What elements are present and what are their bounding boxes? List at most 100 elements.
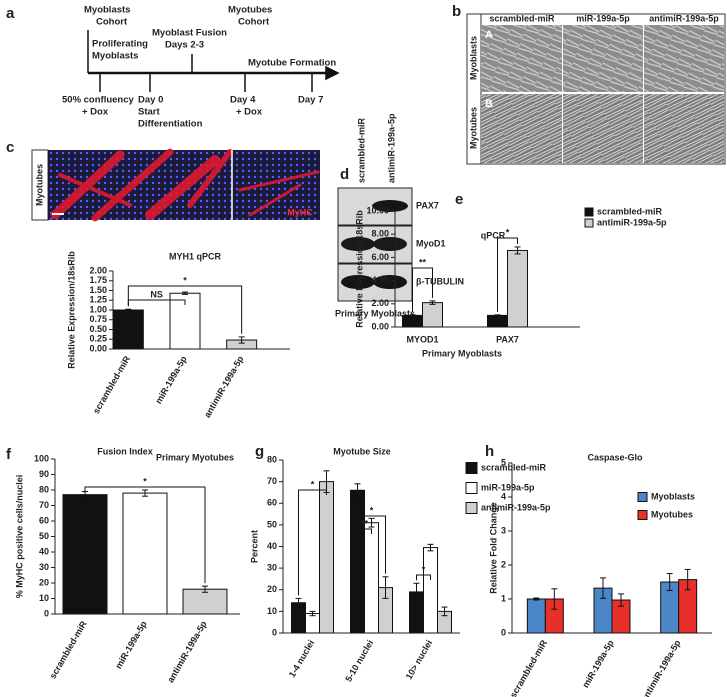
micrograph	[644, 25, 724, 92]
band	[372, 200, 408, 212]
significance-bracket	[127, 285, 243, 334]
timeline-label: + Dox	[82, 107, 109, 118]
significance-label: *	[370, 505, 374, 515]
legend-label: Myotubes	[651, 509, 693, 519]
chart-title: qPCR	[481, 230, 506, 240]
western-blot	[337, 187, 413, 302]
y-tick-label: 40	[39, 546, 49, 556]
timeline-label: Day 4	[230, 95, 256, 106]
y-tick-label: 4.00	[371, 275, 389, 285]
band	[373, 237, 407, 251]
y-tick-label: 40	[267, 541, 277, 551]
y-tick-label: 2.00	[371, 298, 389, 308]
panel-label: b	[452, 3, 461, 20]
y-tick-label: 1	[501, 593, 506, 603]
column-header: miR-199a-5p	[576, 13, 630, 23]
y-tick-label: 1.00	[89, 304, 107, 314]
chart-title: MYH1 qPCR	[169, 251, 222, 261]
row-header-label: Myotubes	[468, 107, 478, 149]
x-tick-label: miR-199a-5p	[580, 638, 616, 690]
y-tick-label: 10	[39, 593, 49, 603]
y-tick-label: 20	[39, 577, 49, 587]
y-tick-label: 0.00	[371, 321, 389, 331]
x-tick-label: antimiR-199a-5p	[202, 354, 246, 420]
panel-label: a	[6, 5, 15, 22]
bar	[350, 489, 365, 634]
bar	[507, 249, 528, 328]
bar	[112, 309, 144, 350]
column-header: scrambled-miR	[489, 13, 555, 23]
x-tick-label: scrambled-miR	[508, 638, 549, 697]
y-axis-label: Relative Expression/18sRib	[354, 210, 364, 328]
y-tick-label: 5	[501, 457, 506, 467]
x-tick-label: 10> nuclei	[404, 638, 435, 681]
y-tick-label: 0	[272, 627, 277, 637]
y-tick-label: 50	[39, 531, 49, 541]
significance-label: **	[361, 518, 369, 528]
bar	[62, 494, 108, 615]
significance-label: NS	[150, 289, 163, 299]
myotubes	[50, 148, 320, 222]
y-tick-label: 0.75	[89, 314, 107, 324]
legend-label: scrambled-miR	[597, 206, 663, 216]
band	[341, 275, 375, 289]
bar	[182, 588, 228, 615]
significance-label: *	[506, 227, 510, 237]
bar	[319, 481, 334, 634]
bar	[305, 613, 320, 634]
micrograph	[644, 94, 724, 163]
column-header: antimiR-199a-5p	[386, 113, 396, 183]
chart-title: Caspase-Glo	[587, 452, 643, 462]
timeline-label: Differentiation	[138, 119, 203, 130]
x-tick-label: PAX7	[496, 334, 519, 344]
timeline-label: Myoblasts	[92, 51, 138, 62]
significance-bracket	[357, 515, 386, 574]
timeline-label: Myoblast Fusion	[152, 28, 227, 39]
y-axis-label: Percent	[249, 530, 259, 563]
legend-swatch	[465, 502, 478, 514]
x-tick-label: 5-10 nuclei	[343, 638, 375, 683]
row-label: MyoD1	[416, 238, 446, 248]
legend-label: Myoblasts	[651, 491, 695, 501]
y-tick-label: 30	[39, 562, 49, 572]
x-tick-label: scrambled-miR	[91, 354, 132, 416]
panel-label: d	[340, 166, 349, 183]
x-tick-label: antimiR-199a-5p	[165, 619, 209, 685]
chart-title: Myotube Size	[333, 446, 391, 456]
row-letter: A	[485, 29, 493, 41]
bar	[364, 522, 379, 634]
x-tick-label: 1-4 nuclei	[287, 638, 316, 679]
y-axis-label: Relative Fold Change	[488, 502, 498, 594]
x-tick-label: MYOD1	[406, 334, 438, 344]
x-tick-label: antimiR-199a-5p	[639, 638, 683, 697]
x-axis-label: Primary Myoblasts	[422, 348, 502, 358]
legend-label: antimiR-199a-5p	[481, 502, 551, 512]
arrow-head	[325, 65, 340, 81]
legend-label: scrambled-miR	[481, 462, 547, 472]
timeline-label: Cohort	[96, 17, 128, 28]
y-tick-label: 10.00	[366, 205, 389, 215]
micrograph-c	[31, 148, 320, 222]
row-label: PAX7	[416, 200, 439, 210]
y-tick-label: 80	[267, 454, 277, 464]
band	[373, 275, 407, 289]
legend-swatch	[465, 462, 478, 474]
micrograph	[481, 94, 562, 163]
column-header: antimiR-199a-5p	[649, 13, 719, 23]
y-tick-label: 10	[267, 606, 277, 616]
timeline-label: + Dox	[236, 107, 263, 118]
y-tick-label: 70	[267, 476, 277, 486]
significance-label: **	[419, 257, 427, 267]
bar	[487, 314, 508, 328]
significance-label: *	[311, 479, 315, 489]
micrograph	[563, 25, 643, 92]
y-tick-label: 70	[39, 500, 49, 510]
micrograph-grid	[466, 13, 726, 165]
timeline	[87, 30, 340, 92]
significance-bracket	[412, 267, 433, 312]
panel-label: f	[6, 446, 12, 463]
y-tick-label: 60	[267, 498, 277, 508]
panel-label: h	[485, 443, 494, 460]
